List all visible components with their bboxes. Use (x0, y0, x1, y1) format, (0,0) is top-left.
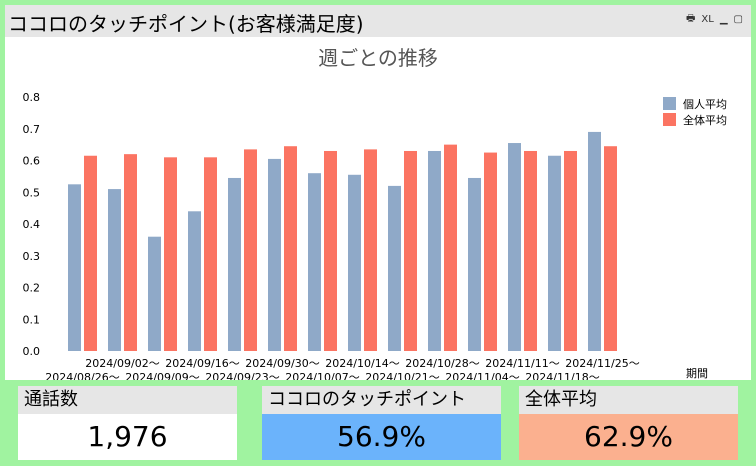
x-tick-label: 2024/11/25～ (565, 357, 639, 370)
legend-swatch (663, 97, 676, 110)
x-axis-label: 期間 (686, 367, 708, 380)
bar-overall-average (164, 157, 177, 351)
bar-overall-average (564, 150, 577, 351)
x-tick-label: 2024/11/04～ (445, 371, 519, 380)
y-tick-label: 0.2 (23, 282, 41, 295)
bar-overall-average (284, 146, 297, 351)
x-tick-label: 2024/09/02～ (85, 357, 159, 370)
bar-individual-average (388, 185, 401, 351)
bar-overall-average (604, 146, 617, 351)
bar-individual-average (228, 177, 241, 351)
kpi-touchpoint-label: ココロのタッチポイント (262, 386, 501, 414)
maximize-button[interactable]: ▢ (733, 14, 743, 25)
bar-individual-average (68, 184, 81, 351)
bar-individual-average (148, 236, 161, 351)
y-tick-label: 0.8 (23, 91, 41, 104)
bar-overall-average (404, 150, 417, 351)
bar-individual-average (108, 189, 121, 351)
x-tick-label: 2024/09/16～ (165, 357, 239, 370)
kpi-call-count-value: 1,976 (18, 414, 237, 460)
panel-header: ココロのタッチポイント(お客様満足度) 🖶 XL ▁ ▢ (5, 5, 751, 37)
bar-overall-average (124, 154, 137, 351)
kpi-touchpoint-value: 56.9% (262, 414, 501, 460)
y-tick-label: 0.1 (23, 313, 41, 326)
bar-individual-average (548, 155, 561, 351)
kpi-overall-average-label: 全体平均 (519, 386, 738, 414)
chart-title: 週ごとの推移 (318, 46, 438, 70)
x-tick-label: 2024/08/26～ (45, 371, 119, 380)
x-tick-label: 2024/09/09～ (125, 371, 199, 380)
bar-individual-average (588, 131, 601, 351)
x-tick-label: 2024/09/23～ (205, 371, 279, 380)
y-tick-label: 0.4 (23, 218, 41, 231)
kpi-touchpoint: ココロのタッチポイント 56.9% (262, 386, 501, 460)
bar-individual-average (308, 173, 321, 351)
bar-individual-average (348, 174, 361, 351)
print-icon[interactable]: 🖶 (685, 13, 696, 24)
kpi-call-count: 通話数 1,976 (18, 386, 237, 460)
x-tick-label: 2024/09/30～ (245, 357, 319, 370)
bar-overall-average (484, 152, 497, 351)
y-tick-label: 0.6 (23, 155, 41, 168)
bar-individual-average (188, 211, 201, 351)
bar-overall-average (324, 150, 337, 351)
x-tick-label: 2024/10/14～ (325, 357, 399, 370)
panel-tools: 🖶 XL ▁ ▢ (686, 11, 743, 28)
excel-export-button[interactable]: XL (701, 14, 714, 25)
bar-individual-average (468, 177, 481, 351)
kpi-overall-average: 全体平均 62.9% (519, 386, 738, 460)
minimize-button[interactable]: ▁ (719, 14, 728, 25)
x-tick-label: 2024/10/07～ (285, 371, 359, 380)
x-tick-label: 2024/10/21～ (365, 371, 439, 380)
bar-overall-average (204, 157, 217, 351)
y-tick-label: 0.0 (23, 345, 41, 358)
kpi-overall-average-value: 62.9% (519, 414, 738, 460)
x-tick-label: 2024/10/28～ (405, 357, 479, 370)
bar-overall-average (364, 149, 377, 351)
bar-individual-average (268, 158, 281, 351)
legend-label: 個人平均 (683, 98, 727, 111)
x-tick-label: 2024/11/18～ (525, 371, 599, 380)
legend-label: 全体平均 (683, 113, 727, 127)
y-tick-label: 0.5 (23, 186, 41, 199)
bar-chart: 週ごとの推移 0.0 0.1 0.2 0.3 0.4 0.5 0.6 0.7 0.8 2024/08… (23, 46, 728, 380)
bar-overall-average (84, 155, 97, 351)
bar-overall-average (244, 149, 257, 351)
bar-individual-average (508, 143, 521, 351)
bar-overall-average (524, 150, 537, 351)
y-tick-label: 0.7 (23, 123, 41, 136)
y-tick-label: 0.3 (23, 250, 41, 263)
x-tick-label: 2024/11/11～ (485, 357, 559, 370)
panel-title: ココロのタッチポイント(お客様満足度) (8, 12, 364, 36)
kpi-call-count-label: 通話数 (18, 386, 237, 414)
chart-panel: ココロのタッチポイント(お客様満足度) 🖶 XL ▁ ▢ 週ごとの推移 0.0 0.… (5, 5, 751, 380)
legend-swatch (663, 113, 676, 126)
bar-overall-average (444, 144, 457, 351)
bar-individual-average (428, 150, 441, 351)
